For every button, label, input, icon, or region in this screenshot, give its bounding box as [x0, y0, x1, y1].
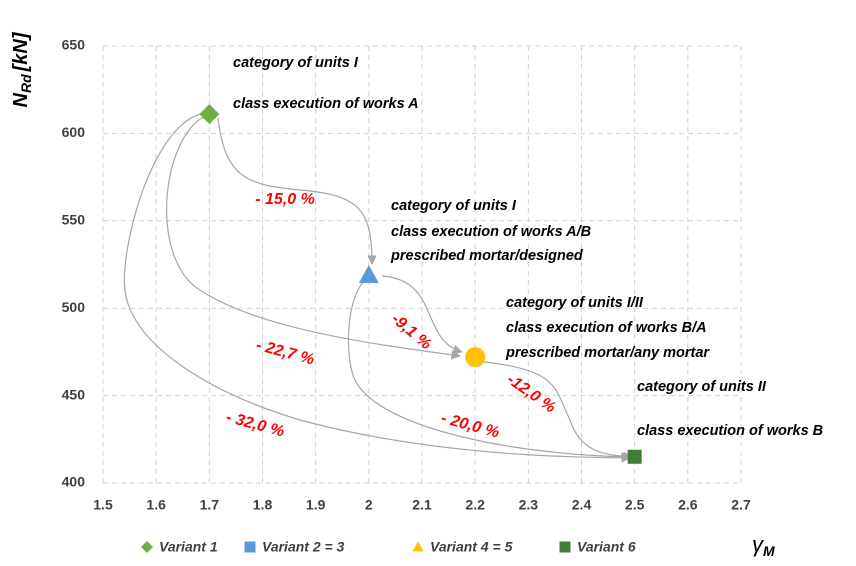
change-label: - 32,0 % [224, 409, 286, 441]
arrow [347, 279, 631, 462]
x-tick-label: 1.8 [253, 497, 273, 513]
point [199, 104, 220, 125]
arrow [483, 361, 633, 462]
legend-label: Variant 4 = 5 [430, 539, 513, 555]
annotation: class execution of works A [233, 96, 419, 112]
y-tick-label: 650 [62, 37, 86, 53]
point [627, 449, 642, 464]
x-tick-label: 2.1 [412, 497, 432, 513]
x-tick-label: 2 [365, 497, 373, 513]
x-tick-label: 1.7 [200, 497, 220, 513]
y-tick-label: 600 [62, 124, 86, 140]
annotation: prescribed mortar/designed [390, 248, 584, 264]
point [358, 264, 379, 283]
y-tick-label: 550 [62, 212, 86, 228]
point [465, 347, 486, 368]
annotation: category of units I [391, 198, 517, 214]
y-axis-label: NRd [kN] [10, 31, 33, 107]
legend-label: Variant 6 [577, 539, 636, 555]
x-tick-label: 2.5 [625, 497, 645, 513]
annotation: class execution of works A/B [391, 224, 591, 240]
x-tick-label: 2.6 [678, 497, 698, 513]
annotation: category of units I [233, 55, 359, 71]
x-tick-label: 2.4 [572, 497, 592, 513]
legend-label: Variant 1 [159, 539, 218, 555]
y-tick-label: 400 [62, 474, 86, 490]
x-tick-label: 1.9 [306, 497, 326, 513]
legend-label: Variant 2 = 3 [262, 539, 345, 555]
y-tick-label: 450 [62, 386, 86, 402]
y-label: N [10, 93, 32, 108]
legend-marker [412, 541, 424, 552]
arrow [217, 117, 377, 265]
annotation: category of units II [637, 379, 767, 395]
annotation: prescribed mortar/any mortar [505, 345, 710, 361]
change-label: - 15,0 % [255, 191, 315, 208]
arrow [166, 115, 461, 360]
arrows [123, 113, 633, 463]
x-label-sub: M [763, 543, 775, 559]
arrow [123, 113, 631, 463]
x-tick-label: 2.7 [731, 497, 751, 513]
x-tick-label: 2.2 [465, 497, 485, 513]
annotation: class execution of works B [637, 423, 823, 439]
y-tick-label: 500 [62, 299, 86, 315]
y-label-unit: [kN] [10, 31, 32, 72]
change-label: - 20,0 % [439, 410, 501, 442]
legend-marker [141, 541, 153, 553]
x-label: γ [752, 532, 765, 557]
change-label: -12,0 % [504, 371, 559, 417]
x-tick-label: 1.5 [93, 497, 113, 513]
arrow [381, 275, 463, 355]
x-tick-label: 2.3 [519, 497, 539, 513]
x-axis-label: γM [752, 532, 775, 559]
annotation: category of units I/II [506, 295, 644, 311]
legend-marker [559, 541, 571, 553]
x-tick-label: 1.6 [146, 497, 166, 513]
annotation: class execution of works B/A [506, 320, 707, 336]
legend-marker [244, 541, 256, 553]
change-label: - 22,7 % [254, 337, 316, 369]
y-label-sub: Rd [18, 74, 34, 93]
